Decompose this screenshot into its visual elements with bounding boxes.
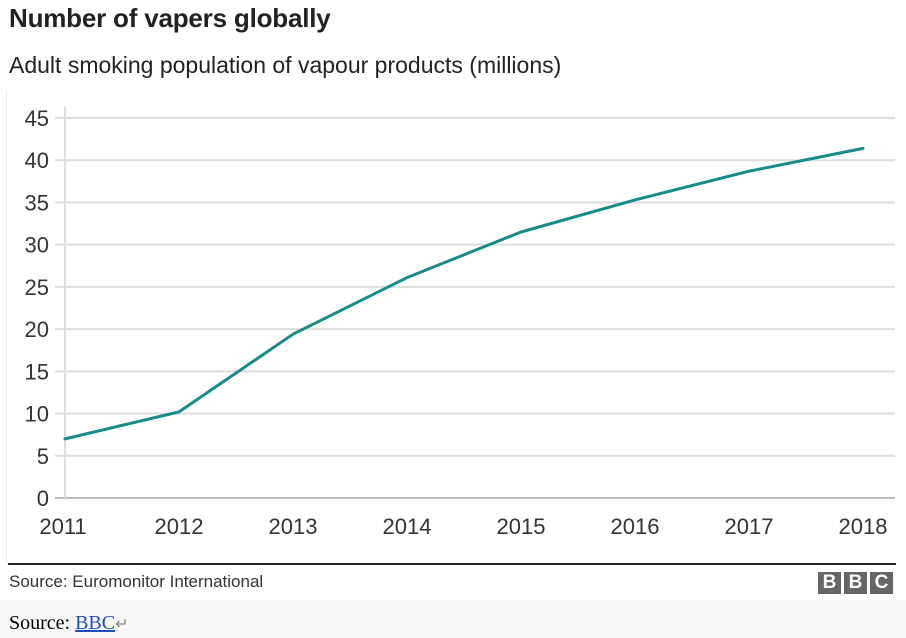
caption-bar xyxy=(0,600,906,638)
y-tick-label: 45 xyxy=(25,106,49,131)
return-icon: ↵ xyxy=(115,616,129,633)
x-tick-label: 2015 xyxy=(497,514,546,539)
x-tick-label: 2014 xyxy=(383,514,432,539)
footer-source-text: Source: Euromonitor International xyxy=(9,572,264,591)
chart-frame xyxy=(0,0,906,600)
y-tick-label: 0 xyxy=(37,486,49,511)
bbc-logo: B B C xyxy=(818,572,893,594)
x-tick-label: 2012 xyxy=(155,514,204,539)
frame-left-border xyxy=(6,90,7,565)
y-tick-label: 5 xyxy=(37,444,49,469)
x-tick-label: 2016 xyxy=(611,514,660,539)
y-tick-label: 30 xyxy=(25,233,49,258)
x-tick-label: 2011 xyxy=(39,514,86,539)
series-line-0 xyxy=(63,146,865,441)
series xyxy=(63,146,865,441)
y-tick-label: 25 xyxy=(25,275,49,300)
chart-title: Number of vapers globally xyxy=(9,3,331,33)
x-tick-label: 2013 xyxy=(269,514,318,539)
caption-prefix: Source: xyxy=(9,612,76,634)
y-tick-label: 35 xyxy=(25,190,49,215)
x-tick-label: 2017 xyxy=(725,514,774,539)
chart-subtitle: Adult smoking population of vapour produ… xyxy=(9,52,562,78)
y-tick-label: 20 xyxy=(25,317,49,342)
gridlines xyxy=(55,117,895,499)
y-tick-label: 15 xyxy=(25,359,49,384)
y-tick-label: 40 xyxy=(25,148,49,173)
y-tick-label: 10 xyxy=(25,402,49,427)
caption: Source: BBC↵ xyxy=(9,612,129,635)
caption-source-link[interactable]: BBC xyxy=(75,612,116,634)
bbc-logo-block-c: C xyxy=(870,572,893,594)
footer-divider xyxy=(8,563,896,565)
y-axis-ticks: 0 5 10 15 20 25 30 35 40 45 xyxy=(25,106,49,511)
x-axis-ticks: 2011 2012 2013 2014 2015 2016 2017 2018 xyxy=(39,514,887,539)
bbc-logo-block-b1: B xyxy=(818,572,841,594)
x-tick-label: 2018 xyxy=(839,514,888,539)
bbc-logo-block-b2: B xyxy=(844,572,867,594)
